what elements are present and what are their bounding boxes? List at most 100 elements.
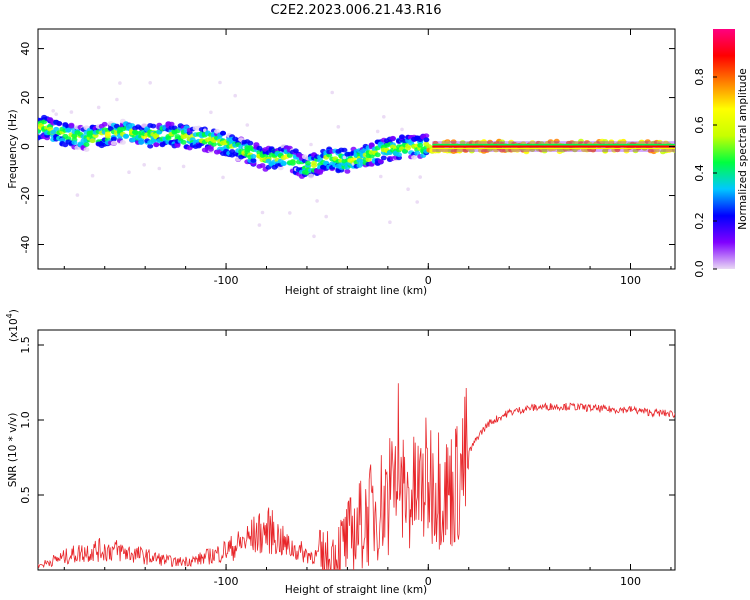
spectrogram-cell <box>119 140 126 145</box>
spectrogram-cell <box>417 143 424 148</box>
x-tick-label: 0 <box>425 274 432 287</box>
spectrogram-cell <box>115 97 119 102</box>
spectrogram-cell <box>150 123 157 129</box>
spectrogram-cell <box>245 123 250 127</box>
spectrogram-cell <box>203 128 207 133</box>
spectrogram-cell <box>406 187 410 191</box>
y-tick-label: 1.5 <box>19 336 32 354</box>
spectrogram-cell <box>280 160 287 166</box>
figure-title: C2E2.2023.006.21.43.R16 <box>270 3 441 18</box>
x-tick-label: 100 <box>620 274 641 287</box>
colorbar-label: Normalized spectral amplitude <box>737 68 749 229</box>
spectrogram-cell <box>181 164 186 169</box>
spectrogram-cell <box>388 220 392 224</box>
spectrogram-cell <box>233 93 237 98</box>
spectrogram-cell <box>653 148 660 153</box>
spectrogram-cell <box>450 139 457 145</box>
colorbar-tick-label: 0.4 <box>693 164 706 182</box>
spectrogram-cell <box>374 152 381 158</box>
spectrogram-cell <box>382 115 386 119</box>
spectrogram-cell <box>672 148 675 153</box>
spectrogram-cell <box>51 109 55 113</box>
spectrogram-cell <box>375 129 380 134</box>
spectrogram-cell <box>286 153 293 158</box>
y-tick-label: 40 <box>19 42 32 56</box>
spectrogram-cell <box>311 163 317 169</box>
spectrogram-cell <box>415 200 420 204</box>
y-tick-label: 0 <box>19 143 32 150</box>
spectrogram-cell <box>127 170 131 174</box>
y-tick-label: -20 <box>19 187 32 205</box>
spectrogram-cell <box>180 139 187 145</box>
colorbar-tick-label: 0.0 <box>693 260 706 278</box>
spectrogram-cell <box>260 210 265 215</box>
spectrogram-cell <box>257 223 262 227</box>
snr-multiplier-exp: 4 <box>5 313 14 318</box>
spectrogram-cell <box>83 142 90 148</box>
colorbar-tick-label: 0.8 <box>693 68 706 86</box>
spectrogram-cell <box>250 154 257 159</box>
spectrogram-cell <box>289 159 296 165</box>
spectrogram-cell <box>553 138 560 144</box>
spectrogram-cell <box>324 214 329 219</box>
snr-panel: -100 0 100 0.5 1.0 1.5 Height of straight lin… <box>5 309 676 596</box>
y-tick-label: 1.0 <box>19 411 32 429</box>
y-tick-label: -40 <box>19 236 32 254</box>
spectrogram-cell <box>221 175 225 180</box>
spectrogram-cell <box>218 80 222 85</box>
colorbar-tick-label: 0.2 <box>693 212 706 230</box>
spectrogram-cell <box>104 131 111 137</box>
spectrogram-cell <box>69 110 74 114</box>
spectrogram-cell <box>148 81 152 85</box>
spectrogram-cell <box>83 147 90 153</box>
colorbar-tick-label: 0.6 <box>693 116 706 134</box>
spectrogram-cell <box>110 140 117 146</box>
snr-multiplier-close: ) <box>8 309 20 313</box>
spectrogram-cell <box>405 145 412 151</box>
spectrogram-cell <box>92 133 99 139</box>
colorbar-gradient <box>713 29 735 269</box>
snr-marks <box>38 383 675 570</box>
spectrogram-cell <box>247 140 254 146</box>
spectrogram-cell <box>68 123 75 129</box>
spectrogram-cell <box>210 141 217 147</box>
spectrogram-cell <box>414 150 421 156</box>
spectrogram-cell <box>602 148 609 154</box>
snr-ylabel: SNR (10 * v/v) <box>7 413 19 488</box>
spectrogram-cell <box>157 166 162 171</box>
snr-series-line <box>38 383 675 570</box>
spectrogram-cell <box>153 142 160 148</box>
spectrogram-cell <box>54 112 58 116</box>
x-tick-label: 0 <box>425 575 432 588</box>
spectrogram-cell <box>411 155 418 160</box>
spectrogram-cell <box>400 127 404 132</box>
spectrogram-cell <box>308 173 314 179</box>
snr-multiplier-base: (x10 <box>8 318 20 342</box>
spectrogram-cell <box>142 163 146 167</box>
spectrogram-cell <box>214 128 220 134</box>
y-tick-label: 0.5 <box>19 486 32 504</box>
spectrogram-cell <box>250 158 257 163</box>
svg-text:(x104): (x104) <box>5 309 20 342</box>
spectrogram-cell <box>277 165 284 171</box>
spectrogram-cell <box>90 173 95 178</box>
y-tick-label: 20 <box>19 91 32 105</box>
spectrogram-cell <box>71 140 78 146</box>
spectrogram-cell <box>56 121 63 126</box>
spectrogram-cell <box>53 126 60 132</box>
spectrogram-cell <box>312 234 316 239</box>
spectrogram-cell <box>138 140 145 145</box>
spectrogram-cell <box>330 90 335 95</box>
colorbar-ticks: 0.0 0.2 0.4 0.6 0.8 <box>693 68 717 278</box>
spectrogram-cell <box>123 134 129 139</box>
snr-multiplier: (x104) <box>5 309 20 342</box>
spectrogram-cell <box>259 163 266 168</box>
spectrogram-ticks: -100 0 100 -40 -20 0 20 40 <box>19 29 675 287</box>
spectrogram-cell <box>399 134 405 140</box>
spectrogram-cell <box>379 174 383 179</box>
spectrogram-cell <box>315 199 319 203</box>
spectrogram-cell <box>253 142 260 148</box>
spectrogram-cell <box>620 138 627 144</box>
spectrogram-cell <box>65 136 72 142</box>
